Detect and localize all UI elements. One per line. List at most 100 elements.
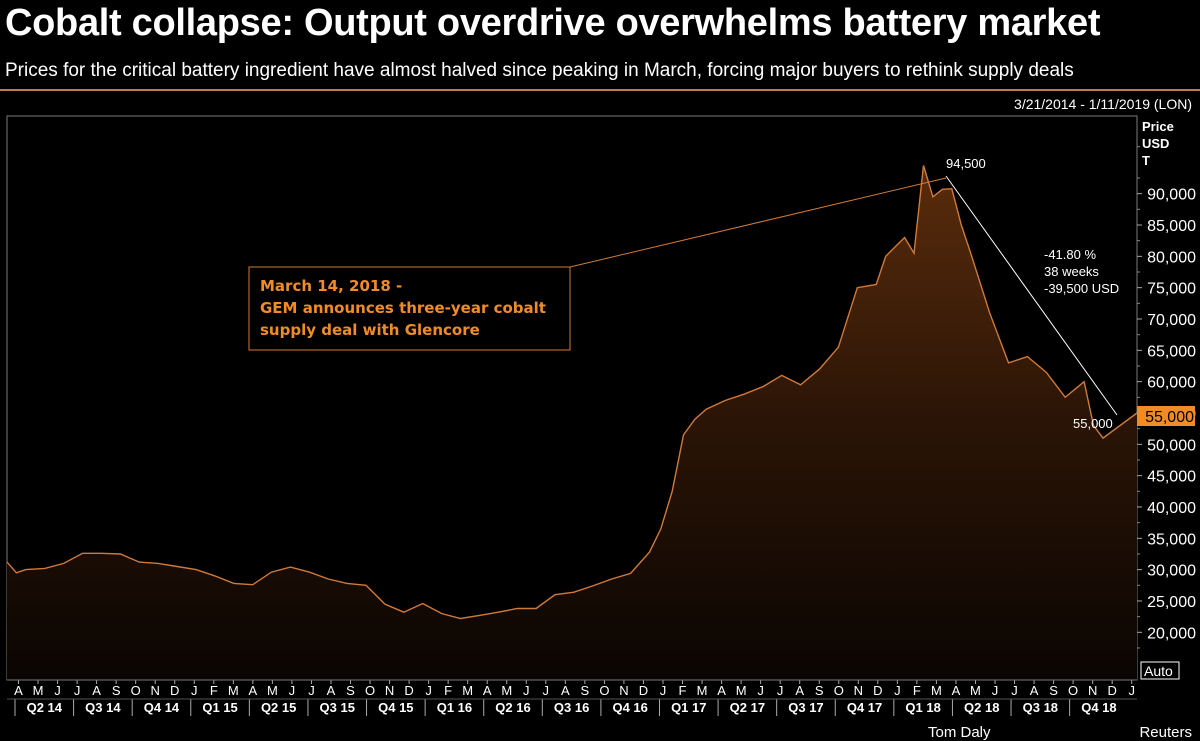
x-month-label: A xyxy=(327,683,336,698)
y-tick-label: 80,000 xyxy=(1147,249,1196,266)
x-month-label: N xyxy=(1088,683,1097,698)
x-quarter-label: Q2 14 xyxy=(27,700,63,715)
x-month-label: N xyxy=(854,683,863,698)
auto-button-frame[interactable] xyxy=(1140,661,1180,680)
x-month-label: M xyxy=(267,683,278,698)
y-tick-label: 25,000 xyxy=(1147,594,1196,611)
x-quarter-label: Q2 18 xyxy=(964,700,999,715)
x-quarter-label: Q2 15 xyxy=(261,700,296,715)
x-month-label: A xyxy=(483,683,492,698)
x-month-label: A xyxy=(14,683,23,698)
y-tick-label: 30,000 xyxy=(1147,563,1196,580)
x-quarter-label: Q3 14 xyxy=(85,700,121,715)
x-quarter-label: Q4 17 xyxy=(847,700,882,715)
x-month-label: N xyxy=(385,683,394,698)
x-month-label: M xyxy=(697,683,708,698)
x-month-label: D xyxy=(873,683,882,698)
x-month-label: J xyxy=(992,683,999,698)
y-tick-label: 85,000 xyxy=(1147,218,1196,235)
x-month-label: D xyxy=(639,683,648,698)
y-tick-label: 20,000 xyxy=(1147,625,1196,642)
x-month-label: M xyxy=(931,683,942,698)
x-quarter-label: Q4 15 xyxy=(378,700,413,715)
x-month-label: F xyxy=(679,683,687,698)
x-month-label: M xyxy=(501,683,512,698)
y-tick-label: 50,000 xyxy=(1147,437,1196,454)
x-month-label: A xyxy=(249,683,258,698)
chart-subtitle: Prices for the critical battery ingredie… xyxy=(5,60,1074,81)
x-month-label: J xyxy=(777,683,784,698)
y-tick-label: 45,000 xyxy=(1147,469,1196,486)
price-series-line xyxy=(6,165,1138,620)
x-month-label: S xyxy=(346,683,355,698)
callout-leader xyxy=(569,177,947,268)
callout-line-3: supply deal with Glencore xyxy=(260,321,480,339)
header-divider xyxy=(0,89,1200,91)
x-month-label: D xyxy=(404,683,413,698)
y-tick-label: 75,000 xyxy=(1147,281,1196,298)
x-quarter-label: Q4 18 xyxy=(1081,700,1116,715)
x-month-label: M xyxy=(228,683,239,698)
peak-label: 94,500 xyxy=(946,156,986,171)
x-month-label: J xyxy=(894,683,901,698)
x-quarter-label: Q4 14 xyxy=(144,700,180,715)
x-quarter-label: Q3 18 xyxy=(1023,700,1058,715)
x-month-label: J xyxy=(308,683,315,698)
y-tick-label: 90,000 xyxy=(1147,187,1196,204)
x-month-label: N xyxy=(619,683,628,698)
x-month-label: M xyxy=(462,683,473,698)
callout-box xyxy=(248,266,571,351)
x-month-label: A xyxy=(795,683,804,698)
x-month-label: O xyxy=(1068,683,1078,698)
x-quarter-label: Q2 16 xyxy=(495,700,530,715)
x-month-label: J xyxy=(757,683,764,698)
x-month-label: M xyxy=(736,683,747,698)
y-unit-price: Price xyxy=(1142,119,1174,134)
change-weeks: 38 weeks xyxy=(1044,264,1099,279)
x-month-label: J xyxy=(660,683,667,698)
y-unit-tonne: T xyxy=(1142,153,1150,168)
x-quarter-label: Q1 18 xyxy=(905,700,940,715)
last-price-tag: 55,000 xyxy=(1145,409,1194,426)
change-percent: -41.80 % xyxy=(1044,247,1096,262)
y-tick-label: 70,000 xyxy=(1147,312,1196,329)
x-quarter-label: Q1 16 xyxy=(437,700,472,715)
x-month-label: D xyxy=(170,683,179,698)
x-month-label: J xyxy=(1128,683,1135,698)
x-month-label: A xyxy=(1030,683,1039,698)
chart-title: Cobalt collapse: Output overdrive overwh… xyxy=(5,2,1101,44)
last-price-tag-bg xyxy=(1137,406,1195,426)
x-month-label: J xyxy=(523,683,530,698)
x-month-label: S xyxy=(581,683,590,698)
peak-to-end-trendline xyxy=(945,175,1118,416)
x-quarter-label: Q3 16 xyxy=(554,700,589,715)
x-month-label: J xyxy=(54,683,61,698)
footer-source: Reuters xyxy=(1139,724,1192,741)
x-month-label: J xyxy=(543,683,550,698)
x-month-label: A xyxy=(952,683,961,698)
y-tick-label: 40,000 xyxy=(1147,500,1196,517)
price-area-fill xyxy=(7,165,1137,680)
x-month-label: J xyxy=(289,683,296,698)
x-quarter-label: Q2 17 xyxy=(730,700,765,715)
x-month-label: J xyxy=(1011,683,1018,698)
x-month-label: M xyxy=(970,683,981,698)
callout-line-1: March 14, 2018 - xyxy=(260,277,402,295)
x-month-label: J xyxy=(191,683,198,698)
x-month-label: F xyxy=(210,683,218,698)
x-month-label: J xyxy=(425,683,432,698)
callout-line-2: GEM announces three-year cobalt xyxy=(260,299,546,317)
x-month-label: M xyxy=(33,683,44,698)
y-tick-label: 65,000 xyxy=(1147,343,1196,360)
auto-button[interactable]: Auto xyxy=(1144,663,1173,679)
x-month-label: S xyxy=(815,683,824,698)
y-tick-label: 60,000 xyxy=(1147,375,1196,392)
x-month-label: S xyxy=(1049,683,1058,698)
x-month-label: F xyxy=(913,683,921,698)
x-month-label: S xyxy=(112,683,121,698)
x-month-label: A xyxy=(92,683,101,698)
x-month-label: N xyxy=(151,683,160,698)
x-quarter-label: Q4 16 xyxy=(612,700,647,715)
x-quarter-label: Q3 15 xyxy=(320,700,355,715)
